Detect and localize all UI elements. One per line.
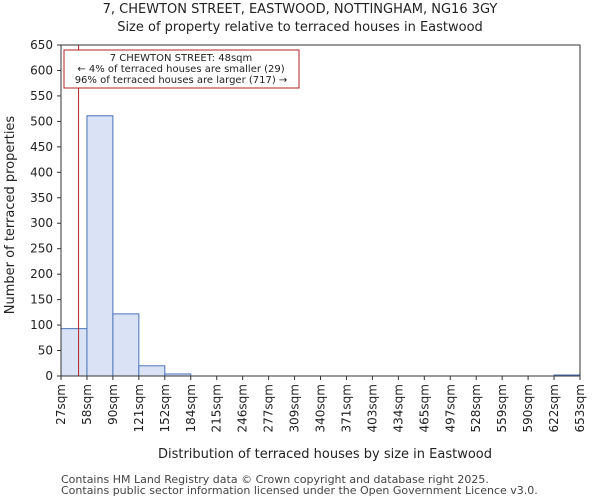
x-tick-label: 184sqm — [184, 384, 198, 432]
x-tick-label: 622sqm — [547, 384, 561, 432]
y-tick-label: 0 — [45, 369, 53, 383]
x-tick-label: 121sqm — [132, 384, 146, 432]
annotation-line-3: 96% of terraced houses are larger (717) … — [75, 75, 288, 86]
chart-subtitle: Size of property relative to terraced ho… — [117, 20, 483, 35]
y-ticks: 0 50 100 150 200 250 300 350 400 450 500 550 600 650 — [30, 38, 61, 383]
x-tick-label: 340sqm — [314, 384, 328, 432]
y-tick-label: 450 — [30, 140, 53, 154]
x-tick-label: 559sqm — [495, 384, 509, 432]
x-tick-label: 90sqm — [106, 384, 120, 425]
bar-121sqm — [138, 365, 166, 377]
x-tick-label: 465sqm — [417, 384, 431, 432]
footer-licence: Contains public sector information licen… — [61, 484, 538, 497]
x-tick-label: 309sqm — [288, 384, 302, 432]
y-tick-label: 550 — [30, 89, 53, 103]
x-tick-label: 528sqm — [469, 384, 483, 432]
bar-58sqm — [86, 115, 114, 377]
bars-group — [60, 115, 581, 377]
x-tick-label: 403sqm — [365, 384, 379, 432]
y-tick-label: 200 — [30, 267, 53, 281]
y-tick-label: 300 — [30, 216, 53, 230]
y-tick-label: 250 — [30, 242, 53, 256]
y-tick-label: 150 — [30, 293, 53, 307]
x-tick-label: 215sqm — [210, 384, 224, 432]
annotation-box — [63, 49, 300, 89]
x-tick-label: 497sqm — [443, 384, 457, 432]
x-tick-label: 371sqm — [339, 384, 353, 432]
x-axis-label: Distribution of terraced houses by size … — [158, 447, 492, 462]
y-tick-label: 100 — [30, 318, 53, 332]
x-tick-label: 590sqm — [521, 384, 535, 432]
y-tick-label: 400 — [30, 165, 53, 179]
x-tick-label: 653sqm — [573, 384, 587, 432]
x-tick-label: 152sqm — [158, 384, 172, 432]
annotation: 7 CHEWTON STREET: 48sqm ← 4% of terraced… — [63, 49, 300, 89]
x-tick-label: 27sqm — [54, 384, 68, 425]
bar-27sqm — [60, 328, 88, 377]
x-tick-label: 58sqm — [80, 384, 94, 425]
y-axis-label: Number of terraced properties — [3, 116, 18, 315]
footer-copyright: Contains HM Land Registry data © Crown c… — [61, 473, 489, 486]
bar-90sqm — [112, 313, 140, 377]
x-tick-label: 277sqm — [262, 384, 276, 432]
plot-frame — [60, 44, 581, 377]
x-tick-label: 246sqm — [236, 384, 250, 432]
x-tick-label: 434sqm — [391, 384, 405, 432]
y-tick-label: 50 — [38, 344, 53, 358]
y-tick-label: 650 — [30, 38, 53, 52]
y-tick-label: 500 — [30, 114, 53, 128]
annotation-line-1: 7 CHEWTON STREET: 48sqm — [110, 53, 253, 64]
chart-title: 7, CHEWTON STREET, EASTWOOD, NOTTINGHAM,… — [102, 2, 498, 17]
x-ticks: 27sqm 58sqm 90sqm 121sqm 152sqm 184sqm 215sqm 2… — [54, 376, 587, 432]
y-tick-label: 600 — [30, 63, 53, 77]
annotation-line-2: ← 4% of terraced houses are smaller (29) — [77, 64, 284, 75]
y-tick-label: 350 — [30, 191, 53, 205]
